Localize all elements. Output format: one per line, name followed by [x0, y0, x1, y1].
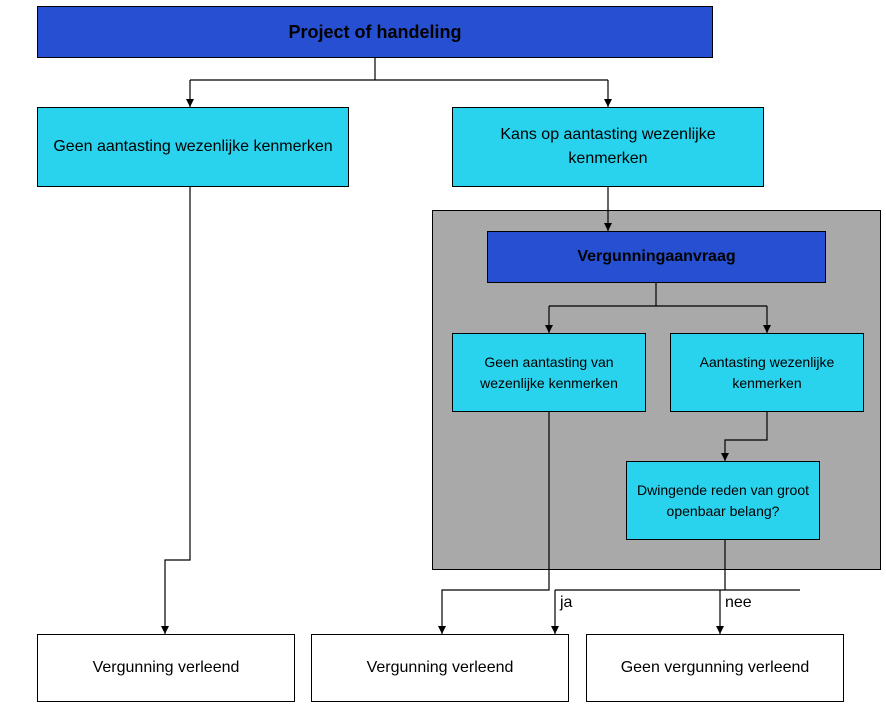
node-out-mid-label: Vergunning verleend — [367, 656, 514, 680]
edge-label-ja-text: ja — [560, 594, 572, 611]
node-permit-label: Vergunningaanvraag — [577, 245, 735, 269]
edge-label-nee-text: nee — [725, 594, 752, 611]
node-out-right: Geen vergunning verleend — [586, 634, 844, 702]
node-decision: Dwingende reden van groot openbaar belan… — [626, 461, 820, 540]
node-decision-label: Dwingende reden van groot openbaar belan… — [637, 480, 809, 522]
node-left1-label: Geen aantasting wezenlijke kenmerken — [53, 135, 332, 159]
node-permit: Vergunningaanvraag — [487, 231, 826, 283]
node-out-right-label: Geen vergunning verleend — [621, 656, 810, 680]
node-subleft-label: Geen aantasting van wezenlijke kenmerken — [463, 352, 635, 394]
node-right1-label: Kans op aantasting wezenlijke kenmerken — [463, 123, 753, 171]
node-right1: Kans op aantasting wezenlijke kenmerken — [452, 107, 764, 187]
edge-label-ja: ja — [560, 594, 572, 612]
node-root: Project of handeling — [37, 6, 713, 58]
node-out-mid: Vergunning verleend — [311, 634, 569, 702]
flowchart-canvas: { "flowchart": { "type": "flowchart", "b… — [0, 0, 886, 713]
node-subright-label: Aantasting wezenlijke kenmerken — [681, 352, 853, 394]
node-root-label: Project of handeling — [288, 19, 461, 46]
node-left1: Geen aantasting wezenlijke kenmerken — [37, 107, 349, 187]
node-subleft: Geen aantasting van wezenlijke kenmerken — [452, 333, 646, 412]
node-subright: Aantasting wezenlijke kenmerken — [670, 333, 864, 412]
node-out-left-label: Vergunning verleend — [93, 656, 240, 680]
edge-label-nee: nee — [725, 594, 752, 612]
node-out-left: Vergunning verleend — [37, 634, 295, 702]
